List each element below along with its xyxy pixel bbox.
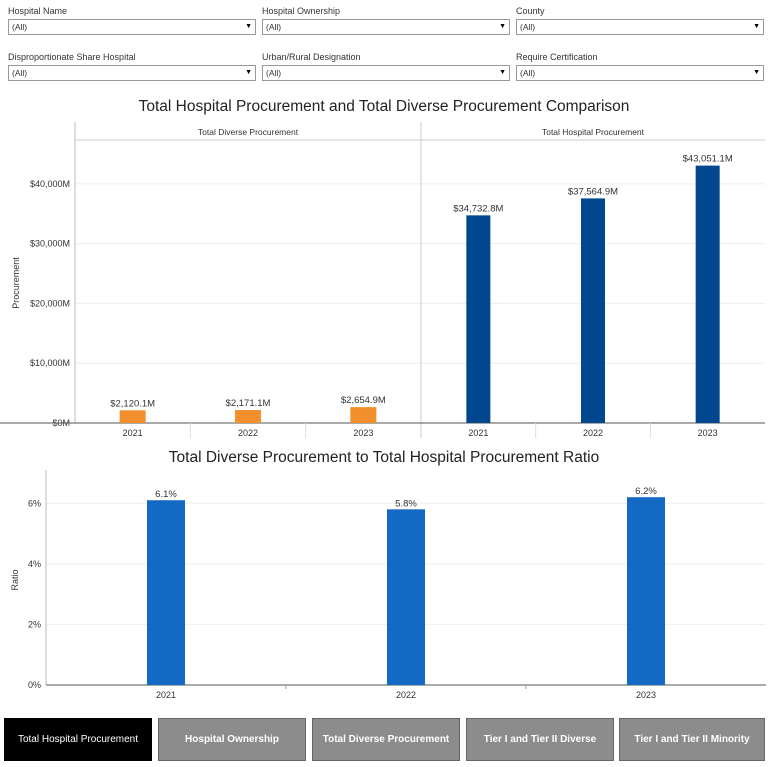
filter-urban-rural: Urban/Rural Designation (All) ▼ [262,51,510,81]
y-axis-label: Procurement [11,257,21,309]
tab-total-hospital-procurement[interactable]: Total Hospital Procurement [4,718,152,761]
filter-label: Disproportionate Share Hospital [8,52,136,62]
y-tick-label: $40,000M [30,179,70,189]
chart-title-ratio: Total Diverse Procurement to Total Hospi… [168,449,600,466]
bar [235,410,261,423]
bar [387,509,425,685]
data-label: $2,120.1M [110,398,155,409]
chart-title-procurement: Total Hospital Procurement and Total Div… [138,98,630,115]
urban-rural-select[interactable]: (All) ▼ [262,65,510,81]
x-tick-label: 2021 [123,428,143,438]
x-tick-label: 2022 [583,428,603,438]
filter-label: Hospital Ownership [262,6,341,16]
y-tick-label: 6% [28,498,41,508]
y-tick-label: 0% [28,680,41,690]
x-tick-label: 2023 [698,428,718,438]
filter-label: Urban/Rural Designation [262,52,361,62]
select-value: (All) [520,68,536,78]
filter-label: Require Certification [516,52,598,62]
y-tick-label: 2% [28,619,41,629]
x-tick-label: 2021 [156,690,176,700]
tab-total-diverse-procurement[interactable]: Total Diverse Procurement [312,718,460,761]
bar [695,165,720,423]
select-value: (All) [520,22,536,32]
filter-label: Hospital Name [8,6,68,16]
navigation-tabs: Total Hospital Procurement Hospital Owne… [0,718,768,763]
bar [147,500,185,685]
bar [627,497,665,685]
x-tick-label: 2021 [468,428,488,438]
tab-hospital-ownership[interactable]: Hospital Ownership [158,718,306,761]
tab-tier-diverse[interactable]: Tier I and Tier II Diverse [466,718,614,761]
hospital-name-select[interactable]: (All) ▼ [8,19,256,35]
x-tick-label: 2022 [396,690,416,700]
bar [466,215,491,423]
panel-header: Total Diverse Procurement [198,127,299,137]
select-value: (All) [12,22,28,32]
filter-county: County (All) ▼ [516,5,764,35]
bar [350,407,377,423]
y-axis-label: Ratio [10,569,20,590]
filter-dsh: Disproportionate Share Hospital (All) ▼ [8,51,256,81]
bar [581,198,605,423]
y-tick-label: $30,000M [30,239,70,249]
select-value: (All) [12,68,28,78]
data-label: $2,171.1M [226,398,271,409]
dropdown-arrow-icon[interactable]: ▼ [499,23,506,30]
y-tick-label: $10,000M [30,358,70,368]
select-value: (All) [266,68,282,78]
x-tick-label: 2023 [636,690,656,700]
ratio-chart: 0% 2% 4% 6% Ratio 6.1% 2021 5.8% 2022 6.2% 2023 [10,470,766,700]
data-label: $37,564.9M [568,186,618,197]
dropdown-arrow-icon[interactable]: ▼ [245,69,252,76]
data-label: 6.1% [155,489,177,500]
x-tick-label: 2023 [353,428,373,438]
data-label: $34,732.8M [453,203,503,214]
data-label: $43,051.1M [683,154,733,165]
filter-label: County [516,6,545,16]
bar [119,410,146,423]
hospital-ownership-select[interactable]: (All) ▼ [262,19,510,35]
y-tick-label: $20,000M [30,298,70,308]
select-value: (All) [266,22,282,32]
dropdown-arrow-icon[interactable]: ▼ [753,23,760,30]
county-select[interactable]: (All) ▼ [516,19,764,35]
x-tick-label: 2022 [238,428,258,438]
require-certification-select[interactable]: (All) ▼ [516,65,764,81]
dropdown-arrow-icon[interactable]: ▼ [753,69,760,76]
filter-hospital-ownership: Hospital Ownership (All) ▼ [262,5,510,35]
filter-hospital-name: Hospital Name (All) ▼ [8,5,256,35]
data-label: 5.8% [395,498,417,509]
data-label: $2,654.9M [341,395,386,406]
panel-header: Total Hospital Procurement [542,127,645,137]
dsh-select[interactable]: (All) ▼ [8,65,256,81]
data-label: 6.2% [635,486,657,497]
procurement-comparison-chart: $0M$10,000M$20,000M$30,000M$40,000MProcu… [0,122,765,438]
dropdown-arrow-icon[interactable]: ▼ [245,23,252,30]
y-tick-label: 4% [28,559,41,569]
dropdown-arrow-icon[interactable]: ▼ [499,69,506,76]
filter-require-certification: Require Certification (All) ▼ [516,51,764,81]
tab-tier-minority[interactable]: Tier I and Tier II Minority [619,718,765,761]
